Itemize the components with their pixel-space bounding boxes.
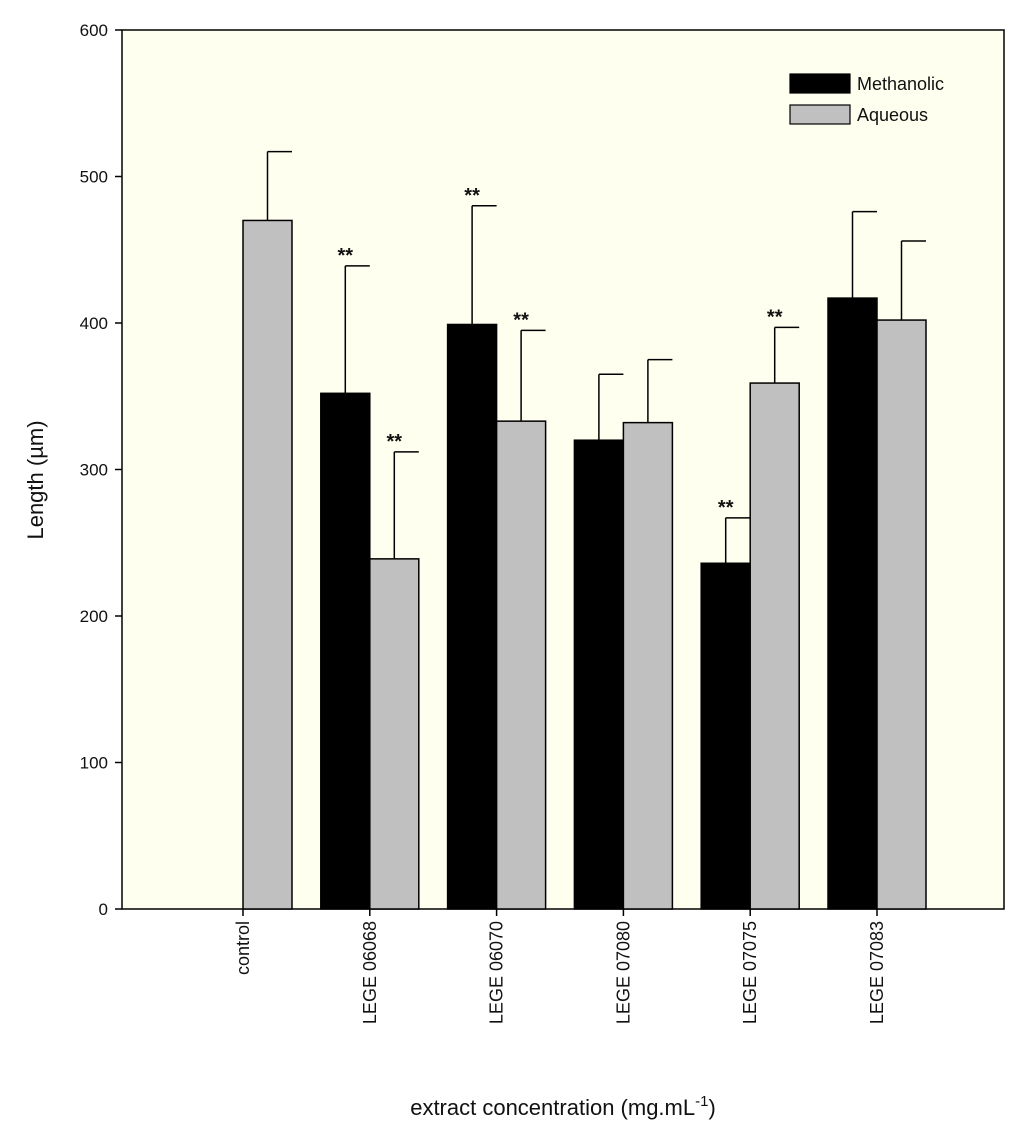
y-axis-title: Length (µm) [23, 420, 48, 539]
significance-marker: ** [718, 497, 734, 519]
bar-aqueous [876, 319, 927, 910]
bar-methanolic [573, 439, 625, 910]
legend: Methanolic Aqueous [789, 73, 944, 125]
significance-marker: ** [338, 245, 354, 267]
significance-marker: ** [464, 185, 480, 207]
bar-aqueous [369, 558, 420, 910]
legend-swatch-methanolic [789, 73, 851, 94]
bar-methanolic [446, 323, 498, 910]
category-label: LEGE 07080 [613, 921, 633, 1024]
x-axis-title: extract concentration (mg.mL-1) [410, 1093, 716, 1120]
bar-aqueous [495, 420, 547, 910]
legend-swatch-aqueous [789, 104, 851, 125]
y-tick-label: 400 [80, 314, 108, 333]
y-tick-label: 100 [80, 754, 108, 773]
bar-aqueous [622, 421, 674, 910]
category-label: LEGE 06070 [487, 921, 507, 1024]
legend-label-methanolic: Methanolic [857, 74, 944, 94]
category-label: control [233, 921, 253, 975]
bar-methanolic [320, 392, 371, 910]
category-label: LEGE 07075 [740, 921, 760, 1024]
bars-layer [242, 219, 927, 910]
significance-marker: ** [767, 306, 783, 328]
y-tick-label: 200 [80, 607, 108, 626]
y-tick-label: 0 [99, 900, 108, 919]
bar-methanolic [700, 562, 751, 910]
y-tick-label: 300 [80, 461, 108, 480]
error-bars-layer [266, 150, 926, 564]
significance-marker: ** [387, 431, 403, 453]
category-label: LEGE 06068 [360, 921, 380, 1024]
bar-methanolic [827, 297, 878, 910]
bar-aqueous [242, 219, 293, 910]
bar-aqueous [749, 382, 800, 910]
legend-label-aqueous: Aqueous [857, 105, 928, 125]
y-tick-label: 600 [80, 21, 108, 40]
significance-marker: ** [513, 309, 529, 331]
significance-layer: ** ** ** ** ** ** [338, 185, 783, 519]
axes-layer: 0 100 200 300 400 500 600 control LEGE 06068 LEGE… [80, 21, 887, 1024]
y-tick-label: 500 [80, 168, 108, 187]
category-label: LEGE 07083 [867, 921, 887, 1024]
